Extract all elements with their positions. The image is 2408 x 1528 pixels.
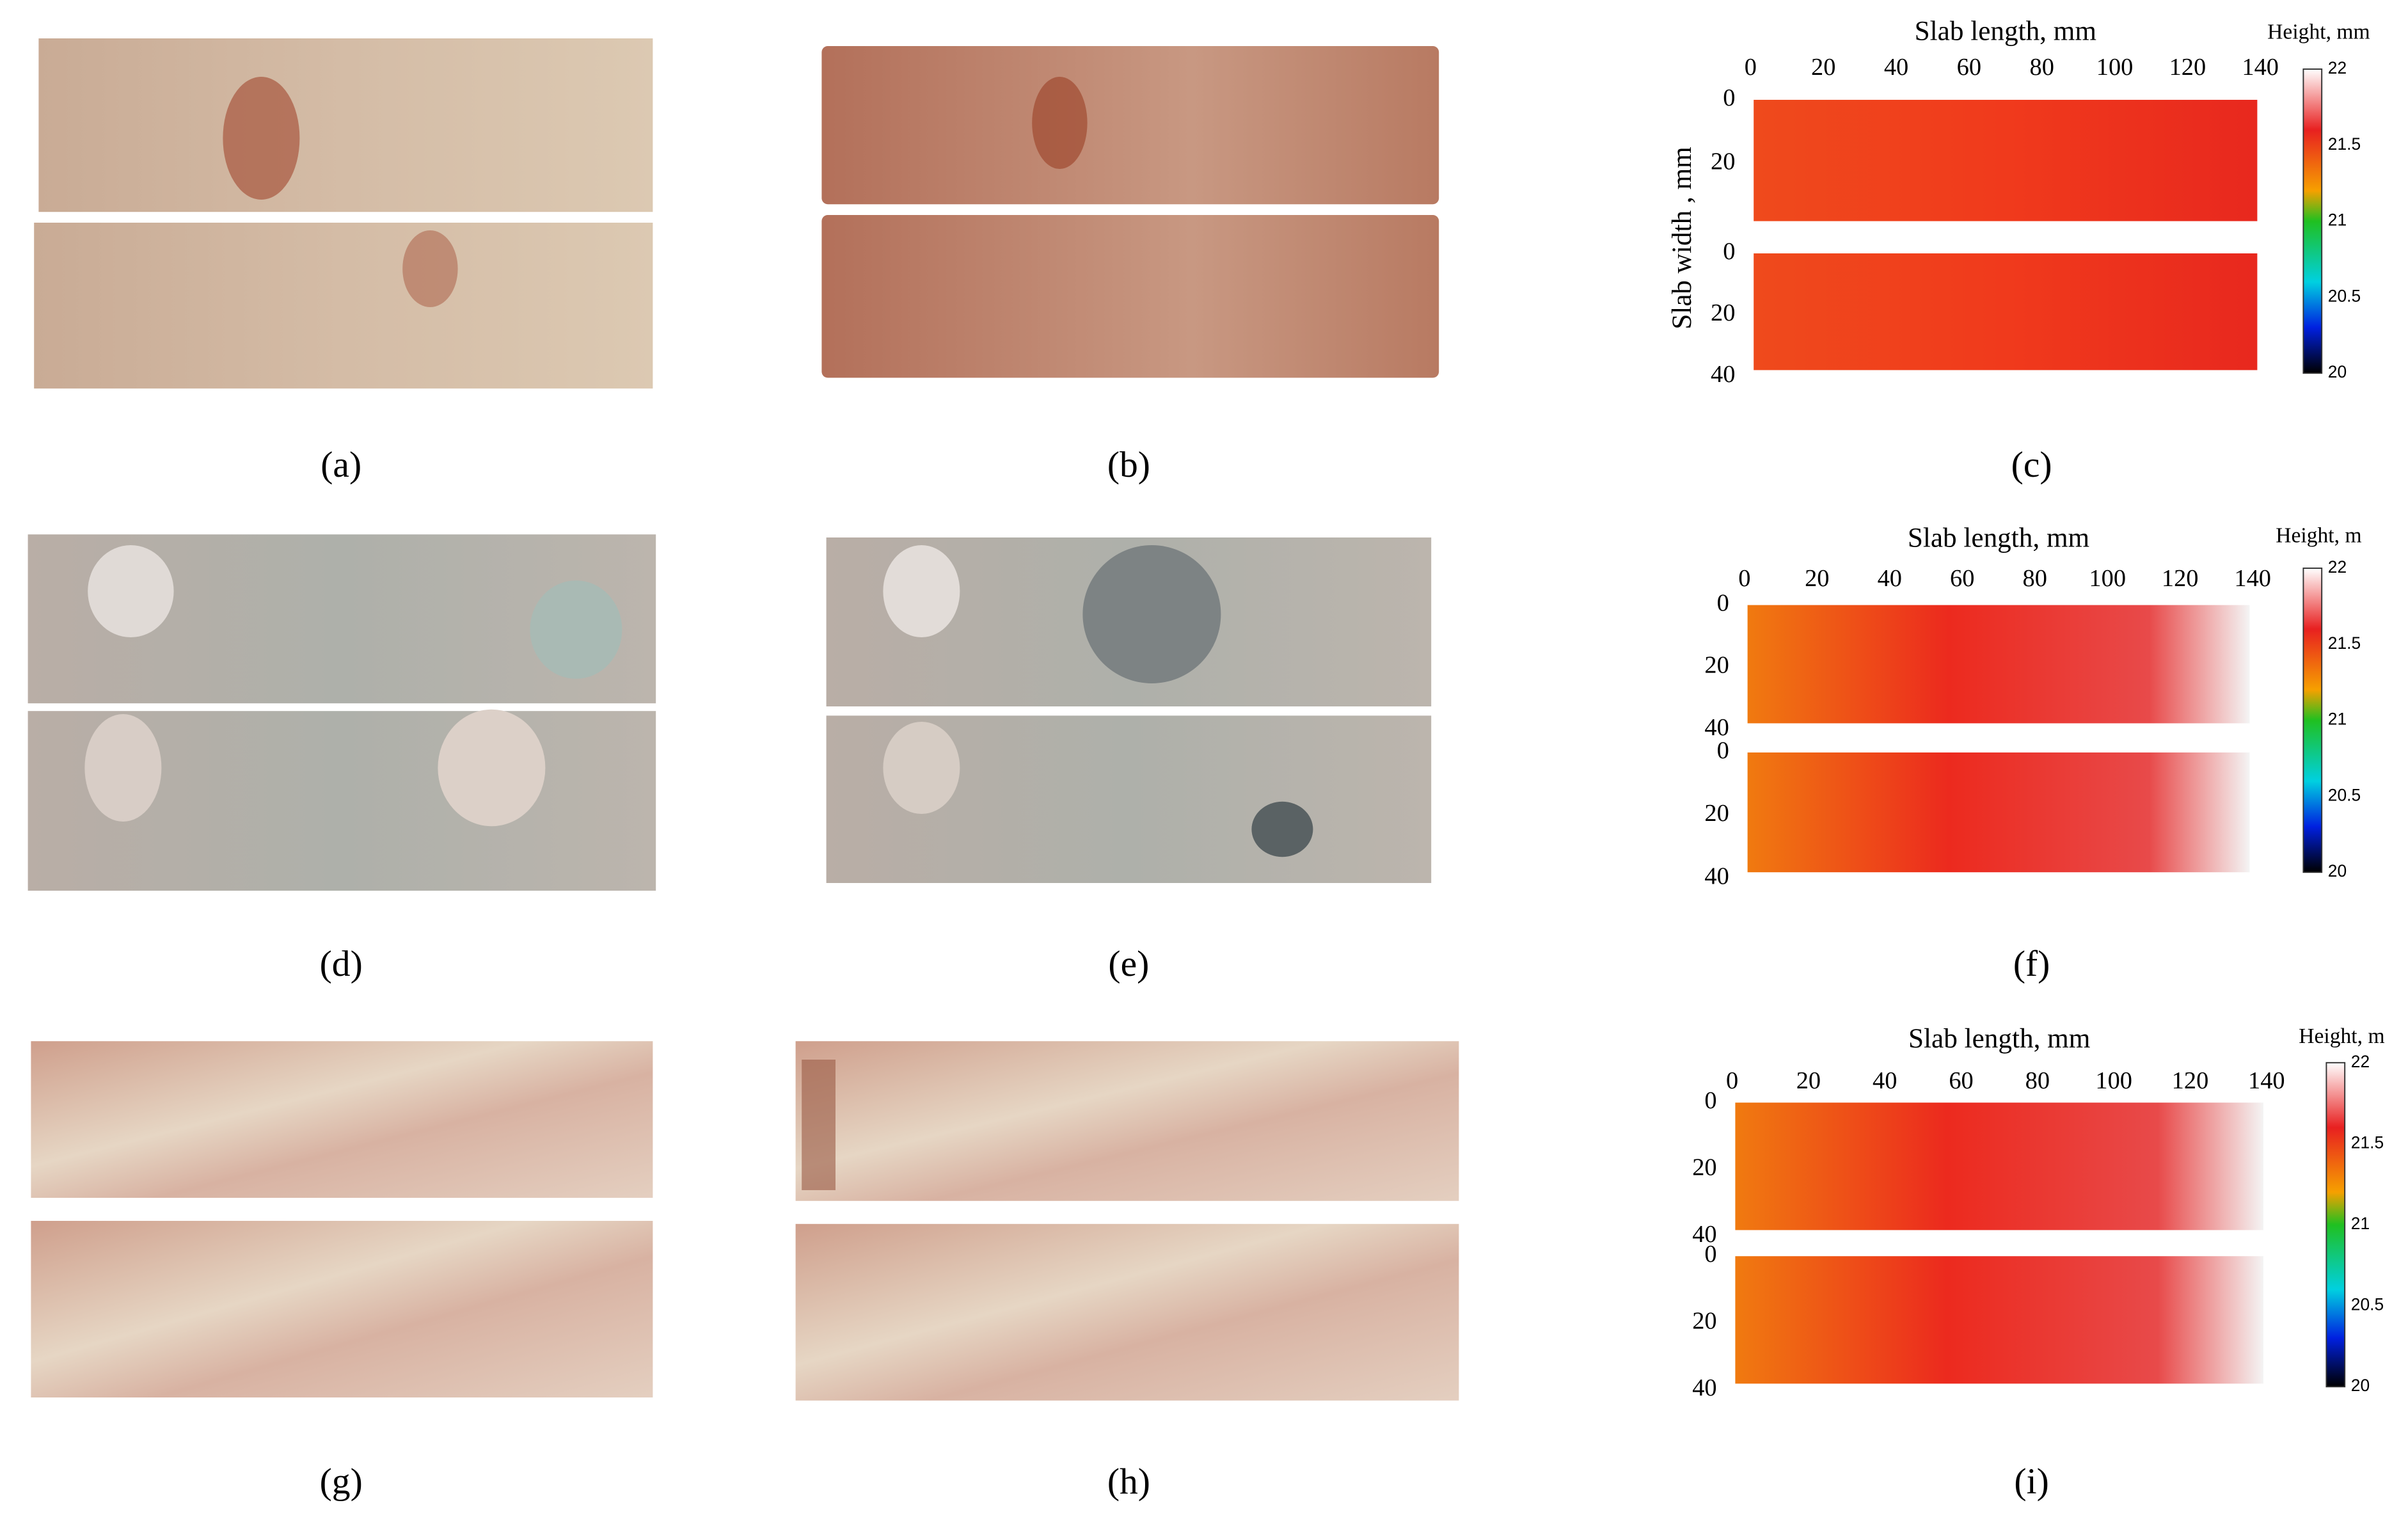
- x-tick-label: 20: [1811, 54, 1835, 81]
- y-tick-label: 20: [1711, 148, 1735, 175]
- panel-label: (i): [2014, 1461, 2048, 1502]
- panel-label: (f): [2013, 944, 2050, 984]
- x-tick-label: 140: [2248, 1067, 2285, 1094]
- x-tick-label: 0: [1738, 565, 1750, 592]
- panel-label: (g): [320, 1461, 363, 1502]
- panel-label: (a): [321, 445, 361, 485]
- colorbar-tick-label: 20: [2328, 362, 2347, 381]
- y-tick-label: 20: [1692, 1154, 1716, 1181]
- x-tick-label: 40: [1878, 565, 1902, 592]
- y-tick-label: 20: [1692, 1307, 1716, 1334]
- x-tick-label: 40: [1884, 54, 1908, 81]
- x-tick-label: 80: [2025, 1067, 2050, 1094]
- y-tick-label: 0: [1717, 737, 1729, 764]
- x-tick-label: 0: [1726, 1067, 1738, 1094]
- photo-a: [34, 38, 653, 389]
- colorbar-tick-label: 20.5: [2328, 286, 2361, 305]
- x-tick-label: 80: [2030, 54, 2054, 81]
- x-axis-title: Slab length, mm: [1915, 17, 2096, 47]
- y-tick-label: 20: [1711, 299, 1735, 326]
- x-tick-label: 100: [2089, 565, 2126, 592]
- x-tick-label: 120: [2172, 1067, 2209, 1094]
- colorbar: [2325, 1062, 2346, 1388]
- colorbar-tick-label: 20.5: [2351, 1295, 2384, 1314]
- panel-label: (e): [1108, 944, 1149, 984]
- x-tick-label: 60: [1950, 565, 1974, 592]
- colorbar-tick-label: 21.5: [2351, 1133, 2384, 1152]
- colorbar-tick-label: 21: [2328, 211, 2347, 230]
- x-tick-label: 20: [1805, 565, 1829, 592]
- y-tick-label: 40: [1692, 1374, 1716, 1401]
- y-tick-label: 40: [1704, 863, 1729, 890]
- colorbar-label: Height, mm: [2267, 20, 2370, 44]
- y-axis-title: Slab width , mm: [1667, 147, 1697, 330]
- colorbar-label: Height, m: [2299, 1024, 2384, 1048]
- photo-b: [821, 46, 1439, 378]
- y-tick-label: 40: [1711, 361, 1735, 388]
- x-tick-label: 120: [2162, 565, 2199, 592]
- height-map: [1747, 752, 2250, 873]
- colorbar-tick-label: 21: [2351, 1214, 2370, 1233]
- colorbar: [2302, 68, 2323, 374]
- height-map: [1735, 1102, 2263, 1230]
- colorbar-tick-label: 20: [2328, 861, 2347, 880]
- height-map: [1735, 1256, 2263, 1384]
- photo-e: [826, 537, 1432, 883]
- colorbar-label: Height, m: [2276, 524, 2361, 548]
- y-tick-label: 0: [1704, 1241, 1716, 1268]
- y-tick-label: 20: [1704, 800, 1729, 827]
- height-map: [1754, 253, 2258, 370]
- y-tick-label: 40: [1692, 1221, 1716, 1248]
- x-tick-label: 80: [2023, 565, 2047, 592]
- colorbar-tick-label: 20: [2351, 1376, 2370, 1395]
- photo-d: [28, 534, 656, 891]
- y-tick-label: 0: [1717, 589, 1729, 616]
- y-tick-label: 0: [1723, 238, 1735, 265]
- x-tick-label: 100: [2096, 54, 2134, 81]
- photo-h: [795, 1041, 1459, 1401]
- x-tick-label: 140: [2242, 54, 2279, 81]
- panel-label: (c): [2011, 445, 2052, 485]
- x-tick-label: 100: [2095, 1067, 2132, 1094]
- x-axis-title: Slab length, mm: [1908, 523, 2089, 553]
- panel-label: (d): [320, 944, 363, 984]
- panel-label: (b): [1107, 445, 1150, 485]
- y-tick-label: 20: [1704, 652, 1729, 679]
- colorbar-tick-label: 21: [2328, 710, 2347, 729]
- y-tick-label: 0: [1723, 84, 1735, 111]
- panel-label: (h): [1107, 1461, 1150, 1502]
- y-tick-label: 40: [1704, 714, 1729, 741]
- x-tick-label: 0: [1745, 54, 1757, 81]
- colorbar: [2302, 568, 2323, 873]
- x-axis-title: Slab length, mm: [1908, 1024, 2090, 1054]
- colorbar-tick-label: 22: [2328, 58, 2347, 77]
- height-map: [1747, 605, 2250, 724]
- y-tick-label: 0: [1704, 1087, 1716, 1114]
- x-tick-label: 20: [1796, 1067, 1821, 1094]
- x-tick-label: 60: [1949, 1067, 1973, 1094]
- x-tick-label: 140: [2234, 565, 2271, 592]
- photo-g: [31, 1041, 653, 1397]
- colorbar-tick-label: 22: [2351, 1052, 2370, 1071]
- colorbar-tick-label: 21.5: [2328, 134, 2361, 154]
- x-tick-label: 120: [2169, 54, 2206, 81]
- height-map: [1754, 100, 2258, 221]
- colorbar-tick-label: 21.5: [2328, 633, 2361, 653]
- colorbar-tick-label: 22: [2328, 557, 2347, 577]
- x-tick-label: 60: [1957, 54, 1981, 81]
- x-tick-label: 40: [1873, 1067, 1897, 1094]
- colorbar-tick-label: 20.5: [2328, 785, 2361, 804]
